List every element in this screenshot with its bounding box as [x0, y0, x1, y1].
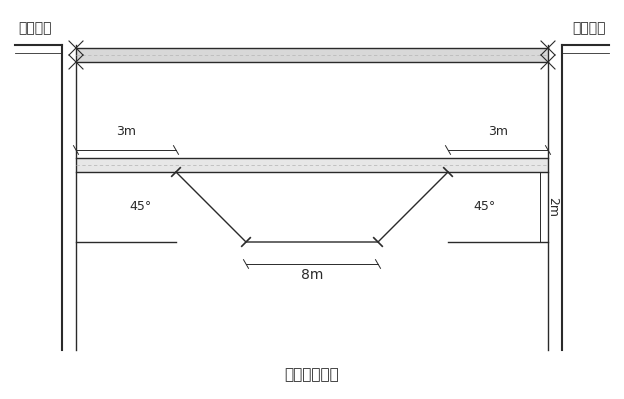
- Text: 8m: 8m: [301, 268, 323, 282]
- Text: 基坑开挨底面: 基坑开挨底面: [285, 367, 339, 383]
- Text: 东侧地面: 东侧地面: [18, 21, 52, 35]
- Bar: [76, 158, 548, 172]
- Text: 45°: 45°: [473, 201, 495, 213]
- Text: 西侧地面: 西侧地面: [572, 21, 606, 35]
- Text: 3m: 3m: [116, 125, 136, 138]
- Bar: [76, 48, 548, 62]
- Text: 3m: 3m: [488, 125, 508, 138]
- Text: 45°: 45°: [130, 201, 152, 213]
- Text: 2m: 2m: [546, 197, 559, 217]
